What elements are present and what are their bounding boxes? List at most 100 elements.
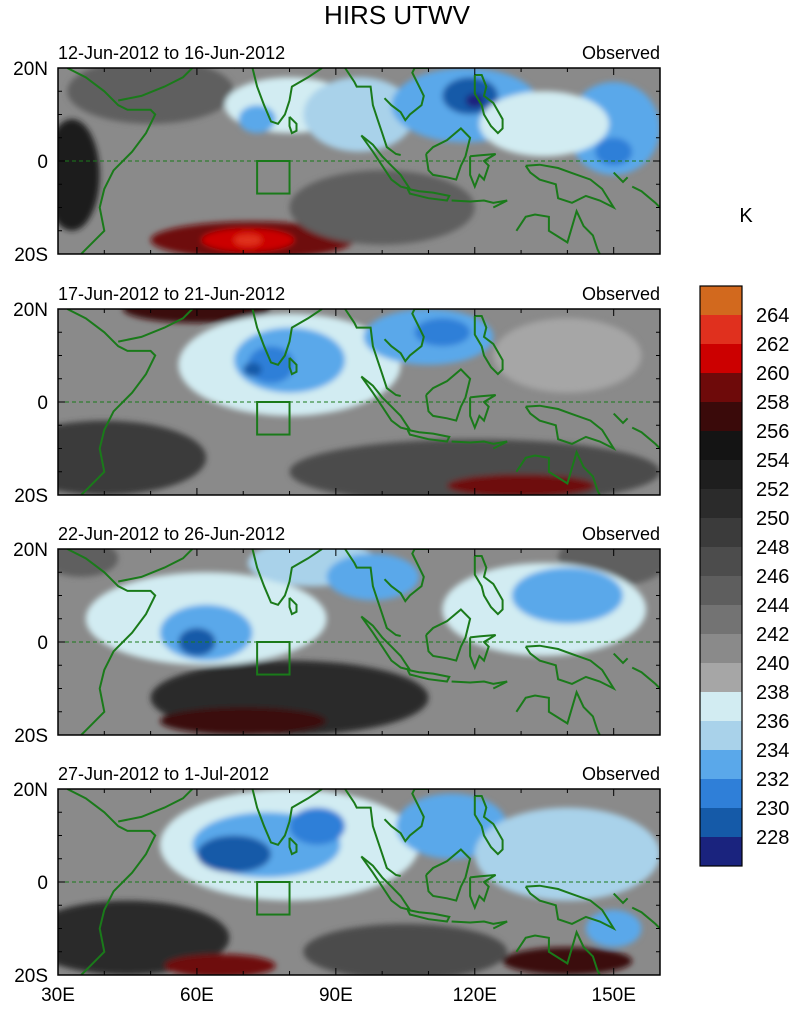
y-tick-label: 20N — [13, 59, 48, 80]
x-tick-label: 150E — [592, 985, 636, 1006]
coastline-15 — [492, 920, 508, 930]
colorbar-level-label: 260 — [756, 363, 789, 385]
colorbar-box — [700, 489, 742, 518]
contour-region-11 — [511, 567, 623, 624]
coastline-18 — [631, 906, 660, 930]
chart-title: HIRS UTWV — [324, 0, 471, 30]
x-tick-label: 60E — [180, 985, 214, 1006]
colorbar-level-label: 252 — [756, 479, 789, 501]
coastline-2 — [118, 68, 194, 102]
coastline-12 — [524, 404, 617, 451]
contour-region-9 — [326, 553, 420, 601]
study-region-box — [256, 881, 291, 916]
contour-region-5 — [493, 318, 642, 393]
colorbar-box — [700, 663, 742, 692]
colorbar-box — [700, 286, 742, 315]
coastline-5 — [344, 309, 401, 397]
coastline-9 — [425, 368, 472, 422]
x-tick-label: 30E — [41, 985, 75, 1006]
coastline-16 — [476, 59, 483, 64]
coastlines — [66, 789, 660, 975]
y-tick-label: 0 — [37, 152, 48, 173]
coastline-9 — [425, 848, 472, 902]
coastline-17 — [612, 171, 629, 184]
coastline-14 — [451, 920, 508, 925]
coastline-2 — [118, 309, 194, 343]
colorbar-unit: K — [739, 205, 753, 227]
coastline-4 — [288, 837, 298, 856]
coastline-11 — [473, 74, 504, 135]
coastline-6 — [383, 789, 429, 843]
coastline-13 — [515, 208, 601, 254]
coastline-11 — [473, 795, 504, 856]
colorbar-box — [700, 750, 742, 779]
coastline-16 — [476, 300, 483, 305]
colorbar: K 264 262 260 258 256 254 252 250 248 246 244 242 24… — [699, 205, 789, 867]
panel-observed-label: Observed — [582, 524, 660, 544]
colorbar-box — [700, 460, 742, 489]
panel-date-range: 12-Jun-2012 to 16-Jun-2012 — [58, 43, 285, 63]
y-tick-label: 20S — [14, 726, 48, 747]
coastline-17 — [612, 892, 629, 905]
coastline-14 — [451, 440, 508, 445]
coastline-3 — [234, 789, 323, 846]
contour-region-4 — [303, 923, 508, 975]
coastline-4 — [288, 357, 298, 376]
colorbar-level-label: 236 — [756, 711, 789, 733]
coastline-1 — [66, 549, 157, 735]
coastline-15 — [492, 680, 508, 690]
y-tick-label: 0 — [37, 393, 48, 414]
colorbar-level-label: 244 — [756, 595, 789, 617]
coastline-2 — [118, 789, 194, 823]
panel-observed-label: Observed — [582, 764, 660, 784]
coastline-18 — [631, 185, 660, 209]
y-tick-label: 0 — [37, 633, 48, 654]
colorbar-level-label: 234 — [756, 740, 789, 762]
coastline-10 — [469, 394, 497, 431]
contour-region-7 — [196, 835, 272, 873]
coastline-10 — [469, 153, 497, 190]
colorbar-box — [700, 808, 742, 837]
coastline-13 — [515, 449, 601, 495]
contour-region-5 — [58, 119, 100, 231]
coastline-9 — [425, 127, 472, 181]
coastline-1 — [66, 789, 157, 975]
coastline-12 — [524, 163, 617, 210]
y-tick-label: 0 — [37, 873, 48, 894]
coastline-4 — [288, 116, 298, 135]
coastline-17 — [612, 652, 629, 665]
coastline-8 — [406, 668, 451, 683]
y-tick-label: 20N — [13, 540, 48, 561]
colorbar-box — [700, 721, 742, 750]
coastline-6 — [383, 549, 429, 603]
contour-region-8 — [247, 346, 295, 384]
panel-observed-label: Observed — [582, 43, 660, 63]
contour-region-4 — [233, 234, 262, 246]
colorbar-level-label: 230 — [756, 798, 789, 820]
contour-region-1 — [67, 68, 234, 124]
contour-region-7 — [178, 628, 216, 656]
panel-observed-label: Observed — [582, 284, 660, 304]
coastline-12 — [524, 644, 617, 691]
contour-region-9 — [303, 77, 415, 152]
panel-1: 20N 0 20S 12-Jun-2012 to 16-Jun-2012 Observe… — [13, 43, 661, 266]
panel-date-range: 17-Jun-2012 to 21-Jun-2012 — [58, 284, 285, 304]
coastline-17 — [612, 412, 629, 425]
y-tick-label: 20S — [14, 486, 48, 507]
x-tick-label: 120E — [453, 985, 497, 1006]
colorbar-frame — [699, 285, 743, 867]
contour-region-15 — [479, 91, 610, 157]
colorbar-level-label: 232 — [756, 769, 789, 791]
y-tick-label: 20S — [14, 245, 48, 266]
contour-region-11 — [414, 318, 471, 347]
coastline-3 — [234, 68, 323, 125]
colorbar-level-label: 250 — [756, 508, 789, 530]
panel-3: 20N 0 20S 22-Jun-2012 to 26-Jun-2012 Observe… — [13, 524, 661, 747]
contour-field-4 — [58, 789, 660, 975]
contour-field-1 — [58, 59, 660, 254]
coastline-18 — [631, 426, 660, 450]
colorbar-box — [700, 547, 742, 576]
y-tick-label: 20S — [14, 966, 48, 987]
colorbar-level-label: 262 — [756, 334, 789, 356]
